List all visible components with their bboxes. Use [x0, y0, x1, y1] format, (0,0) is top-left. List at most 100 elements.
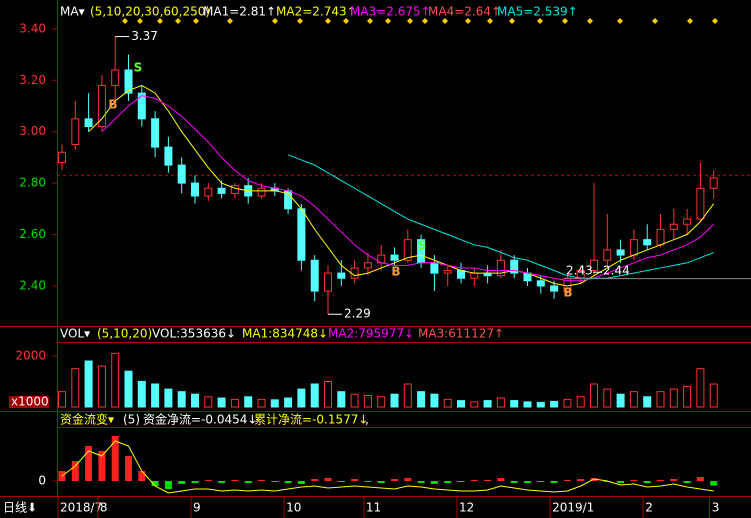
volume-bar: [470, 401, 479, 408]
candle-body: [97, 84, 106, 128]
candle-body: [257, 187, 266, 197]
flow-bar: [417, 481, 425, 483]
candle-body: [590, 259, 598, 272]
event-marker: [537, 18, 543, 24]
volume-bar: [417, 391, 426, 408]
flow-bar: [258, 480, 265, 481]
candle-body: [310, 259, 319, 292]
event-marker: [122, 18, 128, 24]
candle-body: [164, 146, 173, 166]
candle-body: [536, 280, 545, 287]
flow-bar: [643, 481, 651, 483]
candle-body: [217, 187, 226, 194]
volume-bar: [58, 391, 66, 408]
legend-entry[interactable]: 资金流变▾: [60, 412, 114, 427]
candle-body: [696, 187, 705, 220]
legend-entry: (5): [123, 413, 140, 427]
volume-bar: [124, 370, 133, 408]
flow-bar: [550, 481, 558, 483]
volume-bar: [137, 380, 146, 408]
candle-body: [603, 249, 612, 261]
flow-bar: [111, 436, 119, 481]
volume-bar: [97, 365, 106, 408]
volume-bar: [204, 396, 213, 408]
candle-body: [350, 267, 359, 279]
marker-label: 2.44: [603, 264, 630, 278]
flow-bar: [696, 477, 704, 481]
flow-bar: [670, 479, 678, 481]
volume-bar: [629, 391, 638, 408]
candle-body: [177, 164, 186, 184]
candle-body: [683, 218, 692, 225]
x-tick-label: 8: [100, 501, 108, 515]
volume-bar: [536, 401, 545, 408]
flow-bar: [470, 480, 478, 481]
candle-body: [337, 272, 346, 279]
event-marker: [422, 18, 428, 24]
ma-line: [101, 95, 715, 282]
volume-bar: [177, 391, 186, 408]
volume-bar: [244, 396, 253, 408]
candle-body: [137, 92, 146, 120]
volume-bar: [576, 396, 585, 408]
ma-line: [287, 154, 714, 279]
period-label[interactable]: 日线⬇: [3, 501, 37, 515]
event-marker: [465, 18, 471, 24]
flow-bar: [71, 461, 79, 481]
candle-body: [191, 182, 199, 197]
flow-bar: [98, 451, 106, 481]
volume-bar: [523, 401, 532, 408]
volume-bar: [656, 391, 665, 408]
ma-line: [88, 84, 715, 287]
candle-body: [124, 69, 133, 94]
volume-bar: [151, 383, 160, 408]
event-marker: [687, 18, 693, 24]
volume-bar: [337, 391, 346, 408]
event-marker: [562, 18, 568, 24]
event-marker: [175, 18, 181, 24]
trade-signal: S: [134, 61, 143, 75]
volume-bar: [643, 396, 652, 408]
legend-entry: MA5=2.539↑: [497, 5, 578, 19]
volume-bar: [270, 399, 279, 408]
candle-body: [430, 262, 439, 274]
volume-bar: [350, 393, 359, 408]
candle-body: [297, 208, 306, 261]
low-label: 2.29: [344, 307, 371, 321]
volume-bar: [324, 380, 332, 408]
flow-bar: [151, 481, 159, 486]
legend-entry: VOL:353636↓: [152, 327, 236, 341]
volume-bar: [603, 388, 612, 408]
flow-bar: [430, 481, 438, 484]
legend-entry: MA4=2.64↑: [428, 5, 501, 19]
x-tick-label: 9: [193, 501, 201, 515]
flow-bar: [244, 481, 252, 483]
legend-entry[interactable]: MA▾: [60, 5, 85, 19]
flow-bar: [284, 481, 292, 483]
candle-body: [390, 254, 399, 261]
event-marker: [509, 18, 515, 24]
x-tick-label: 2018/7: [60, 501, 102, 515]
flow-bar: [563, 480, 571, 481]
volume-bar: [164, 388, 173, 408]
volume-bar: [430, 393, 439, 408]
volume-bar: [403, 383, 412, 408]
y-tick-label: 2.60: [19, 227, 46, 241]
y-tick-label: 3.20: [19, 73, 46, 87]
flow-bar: [630, 480, 638, 481]
candle-body: [204, 187, 213, 197]
volume-bar: [297, 388, 306, 408]
trade-signal: B: [108, 98, 117, 112]
volume-bar: [510, 400, 519, 408]
volume-bar: [217, 397, 226, 408]
flow-bar: [337, 481, 345, 482]
volume-bar: [457, 400, 465, 408]
candle-body: [470, 272, 479, 279]
x-tick-label: 2: [645, 501, 653, 515]
candle-body: [111, 69, 120, 86]
legend-entry[interactable]: VOL▾: [60, 327, 90, 341]
y-tick-label: 2000: [15, 348, 46, 362]
volume-bar: [71, 368, 80, 408]
flow-bar: [351, 479, 359, 481]
